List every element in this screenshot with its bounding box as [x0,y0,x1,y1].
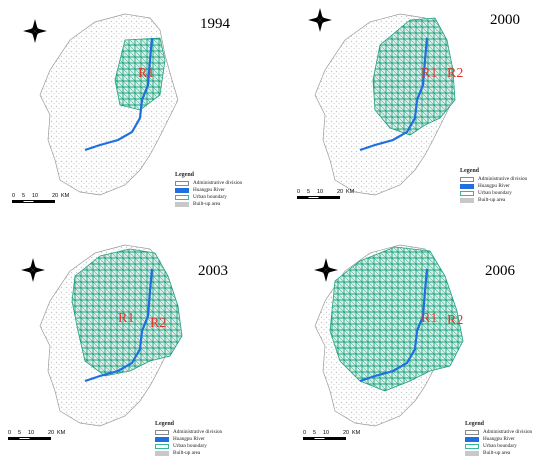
huangpu-river [84,268,154,383]
scale-tick: 0 [303,430,307,436]
legend-title: Legend [460,168,480,174]
scale-tick: 10 [28,430,35,436]
scale-tick: 20 [48,430,55,436]
scale-tick: 20 [337,189,344,195]
scale-tick: 0 [297,189,301,195]
legend-item: Built-up area [173,449,201,456]
scale-bar: 0 5 10 20 KM [8,430,78,442]
scale-tick: 0 [8,430,12,436]
scale-unit: KM [61,193,70,199]
map-panel-1994: 1994 R1 0 5 10 20 KM Legend Administrati… [0,0,275,231]
legend-item: Administrative division [483,428,533,435]
legend: Legend Administrative division Huangpu R… [465,421,532,457]
huangpu-river [359,268,429,383]
scale-bar: 0 5 10 20 KM [297,189,367,201]
urban-boundary-area [329,246,464,392]
scale-tick: 20 [343,430,350,436]
north-arrow-icon [22,18,48,44]
legend-item: Urban boundary [483,442,517,449]
legend-item: Built-up area [483,449,511,456]
map-canvas [314,244,464,427]
legend: Legend Administrative division Huangpu R… [460,168,527,204]
legend-item: Built-up area [193,200,221,207]
scale-tick: 5 [22,193,26,199]
legend: Legend Administrative division Huangpu R… [155,421,222,457]
map-panel-2000: 2000 R1 R2 0 5 10 20 KM Legend Administr… [275,0,550,231]
map-panel-2003: 2003 R1 R2 0 5 10 20 KM Legend Administr… [0,231,275,462]
legend-item: Huangpu River [478,182,510,189]
zone-label-r1: R1 [421,311,438,326]
legend-item: Urban boundary [478,189,512,196]
legend-item: Administrative division [478,175,528,182]
scale-unit: KM [57,430,66,436]
zone-label-r2: R2 [447,313,464,328]
map-canvas [39,13,179,196]
zone-label-r1: R1 [138,66,155,81]
urban-boundary-area [372,17,456,136]
scale-tick: 5 [18,430,22,436]
scale-tick: 10 [32,193,39,199]
legend-item: Huangpu River [483,435,515,442]
legend-title: Legend [175,172,195,178]
legend-title: Legend [465,421,485,427]
scale-tick: 10 [317,189,324,195]
legend-item: Urban boundary [173,442,207,449]
legend-item: Huangpu River [173,435,205,442]
map-year: 2000 [490,12,520,28]
zone-label-r1: R1 [118,311,135,326]
map-canvas [39,244,183,427]
scale-unit: KM [352,430,361,436]
huangpu-river [359,37,429,152]
scale-tick: 5 [307,189,311,195]
scale-tick: 0 [12,193,16,199]
zone-label-r2: R2 [447,66,464,81]
legend-item: Urban boundary [193,193,227,200]
north-arrow-icon [313,257,339,283]
legend-title: Legend [155,421,175,427]
map-year: 1994 [200,16,230,32]
scale-bar: 0 5 10 20 KM [303,430,373,442]
scale-tick: 10 [323,430,330,436]
urban-boundary-area [114,37,166,111]
map-canvas [314,13,456,196]
zone-label-r1: R1 [421,66,438,81]
huangpu-river [84,37,154,152]
zone-label-r2: R2 [150,316,167,331]
north-arrow-icon [20,257,46,283]
scale-unit: KM [346,189,355,195]
legend-item: Administrative division [193,179,243,186]
north-arrow-icon [307,7,333,33]
legend-item: Built-up area [478,196,506,203]
map-year: 2003 [198,263,228,279]
scale-tick: 20 [52,193,59,199]
map-panel-2006: 2006 R1 R2 0 5 10 20 KM Legend Administr… [275,231,550,462]
legend-item: Huangpu River [193,186,225,193]
urban-boundary-area [71,248,183,377]
legend-item: Administrative division [173,428,223,435]
scale-bar: 0 5 10 20 KM [12,193,82,205]
scale-tick: 5 [313,430,317,436]
map-year: 2006 [485,263,515,279]
legend: Legend Administrative division Huangpu R… [175,172,242,208]
